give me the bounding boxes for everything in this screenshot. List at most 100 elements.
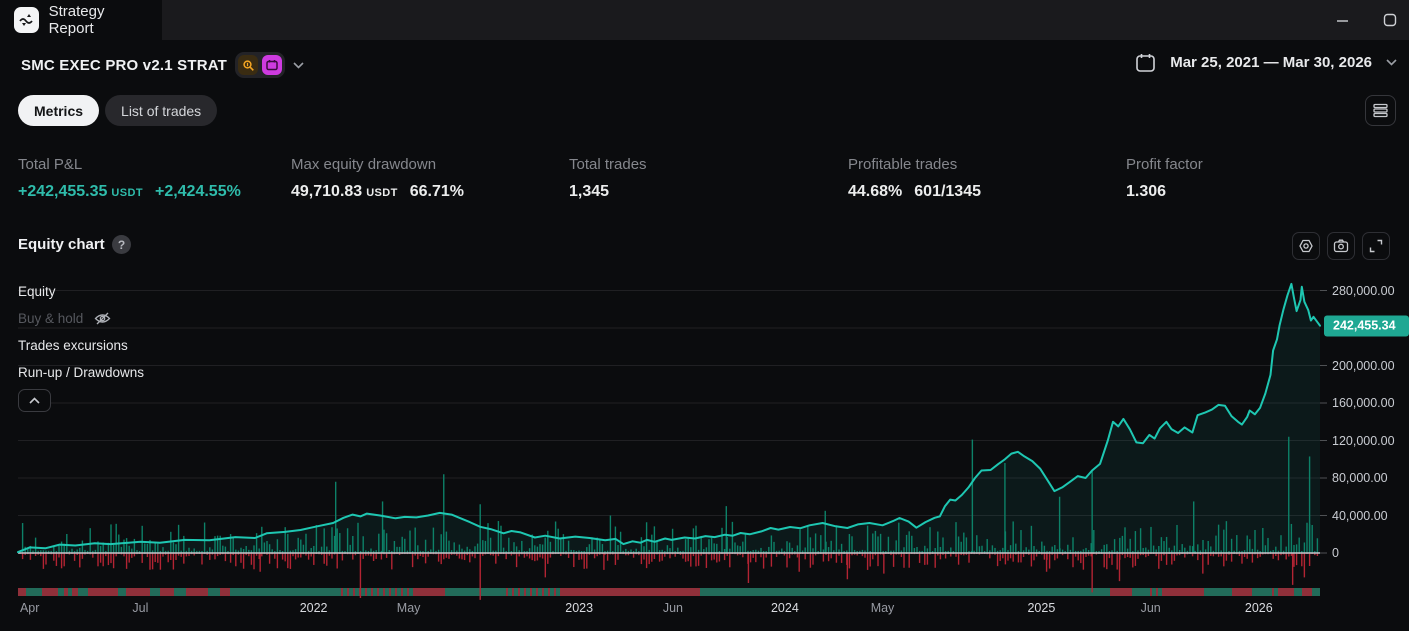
legend-label: Buy & hold — [18, 311, 84, 326]
equity-area-fill — [18, 283, 1320, 553]
strategy-title-group[interactable]: SMC EXEC PRO v2.1 STRAT — [21, 52, 304, 78]
calendar-badge-icon — [262, 55, 283, 75]
metric-total-p-l: Total P&L +242,455.35 USDT +2,424.55% — [18, 156, 241, 201]
metric-value-part: +2,424.55% — [154, 183, 241, 200]
strip-segment — [68, 588, 72, 596]
metric-value-part: 1.306 — [1126, 183, 1167, 200]
equity-chart-header: Equity chart ? — [0, 232, 1409, 262]
metric-value-part: 49,710.83 — [291, 183, 363, 200]
y-axis-label: 200,000.00 — [1332, 358, 1395, 373]
chart-toolbar — [1292, 232, 1390, 260]
x-axis-label-jun: Jun — [1140, 601, 1161, 615]
deep-backtest-magnifier-icon — [238, 55, 259, 75]
strip-segment — [1146, 588, 1164, 596]
y-axis-label: 120,000.00 — [1332, 433, 1395, 448]
y-axis-label: 160,000.00 — [1332, 396, 1395, 410]
metric-value: +242,455.35 USDT +2,424.55% — [18, 183, 241, 201]
strip-segment — [502, 588, 560, 596]
metric-value: 49,710.83 USDT 66.71% — [291, 183, 464, 201]
collapse-legend-button[interactable] — [18, 389, 51, 412]
legend-item-trades-excursions[interactable]: Trades excursions — [18, 332, 144, 359]
eye-off-icon[interactable] — [93, 311, 112, 326]
date-range-selector[interactable]: Mar 25, 2021 — Mar 30, 2026 — [1135, 52, 1397, 73]
equity-chart-svg — [17, 282, 1327, 600]
chart-screenshot-button[interactable] — [1327, 232, 1355, 260]
strip-segment — [700, 588, 1110, 596]
x-axis-label-2022: 2022 — [299, 601, 328, 615]
metric-value: 1.306 — [1126, 183, 1203, 201]
strip-segment — [1204, 588, 1232, 596]
chevron-up-icon — [29, 397, 40, 404]
tab-title: Strategy Report — [48, 3, 105, 37]
metric-profit-factor: Profit factor 1.306 — [1126, 156, 1203, 201]
help-icon[interactable]: ? — [112, 235, 131, 254]
x-axis-label-2023: 2023 — [565, 601, 594, 615]
grid-lines — [18, 290, 1320, 516]
x-axis-label-jun: Jun — [662, 601, 683, 615]
chart-settings-button[interactable] — [1292, 232, 1320, 260]
equity-chart-title: Equity chart — [18, 236, 105, 253]
strip-segment — [560, 588, 700, 596]
metric-label: Total trades — [569, 156, 647, 173]
metric-profitable-trades: Profitable trades 44.68% 601/1345 — [848, 156, 981, 201]
chart-fullscreen-button[interactable] — [1362, 232, 1390, 260]
strip-segment — [1294, 588, 1302, 596]
metric-value-part: 1,345 — [569, 183, 610, 200]
equity-chart-area: Equity Buy & hold Trades excursions Run-up … — [0, 270, 1409, 631]
strip-segment — [18, 588, 26, 596]
minimize-button[interactable] — [1331, 9, 1353, 31]
x-axis-label-may: May — [870, 601, 895, 615]
legend-item-buy-hold[interactable]: Buy & hold — [18, 305, 144, 332]
metric-label: Total P&L — [18, 156, 83, 173]
strip-segment — [88, 588, 118, 596]
strip-segment — [1132, 588, 1146, 596]
legend-label: Trades excursions — [18, 338, 128, 353]
settings-icon — [1299, 239, 1313, 253]
metric-total-trades: Total trades 1,345 — [569, 156, 647, 201]
report-layout-button[interactable] — [1365, 95, 1396, 126]
view-tab-list-of-trades[interactable]: List of trades — [105, 95, 218, 126]
strip-segment — [1164, 588, 1204, 596]
metric-max-equity-drawdown: Max equity drawdown 49,710.83 USDT 66.71% — [291, 156, 464, 201]
x-axis-label-apr: Apr — [19, 601, 40, 615]
metric-value-part: USDT — [366, 187, 398, 199]
strategy-dropdown-chevron-icon[interactable] — [293, 61, 304, 69]
maximize-button[interactable] — [1379, 9, 1401, 31]
strip-segment — [1280, 588, 1294, 596]
metric-label: Max equity drawdown — [291, 156, 437, 173]
strip-segment — [1302, 588, 1312, 596]
calendar-icon — [1136, 54, 1156, 72]
strip-segment — [1110, 588, 1132, 596]
legend-label: Run-up / Drawdowns — [18, 365, 145, 380]
y-axis-label: 280,000.00 — [1332, 283, 1395, 298]
titlebar: Strategy Report — [0, 0, 1409, 40]
strip-segment — [72, 588, 78, 596]
strategy-tester-icon — [14, 7, 39, 33]
strip-segment — [1232, 588, 1252, 596]
strip-segment — [220, 588, 230, 596]
x-axis-label-2025: 2025 — [1027, 601, 1056, 615]
metric-value-part: 601/1345 — [914, 183, 981, 200]
strip-segment — [337, 588, 415, 596]
strip-segment — [126, 588, 150, 596]
strip-segment — [150, 588, 160, 596]
window-controls — [1331, 0, 1401, 40]
metric-value: 1,345 — [569, 183, 647, 201]
legend-item-equity[interactable]: Equity — [18, 278, 144, 305]
metric-value-part: 66.71% — [409, 183, 464, 200]
strip-segment — [1252, 588, 1268, 596]
view-tab-metrics[interactable]: Metrics — [18, 95, 100, 126]
x-axis-label-2026: 2026 — [1244, 601, 1273, 615]
camera-icon — [1333, 239, 1349, 253]
strip-segment — [174, 588, 186, 596]
current-equity-badge: 242,455.34 — [1324, 315, 1409, 337]
strategy-name: SMC EXEC PRO v2.1 STRAT — [21, 56, 228, 74]
strip-segment — [58, 588, 64, 596]
equity-line — [17, 282, 1321, 554]
strip-segment — [26, 588, 42, 596]
tab-strategy-report[interactable]: Strategy Report — [0, 0, 162, 40]
strip-segment — [118, 588, 126, 596]
legend-label: Equity — [18, 284, 56, 299]
legend-item-run-up-drawdowns[interactable]: Run-up / Drawdowns — [18, 359, 144, 386]
